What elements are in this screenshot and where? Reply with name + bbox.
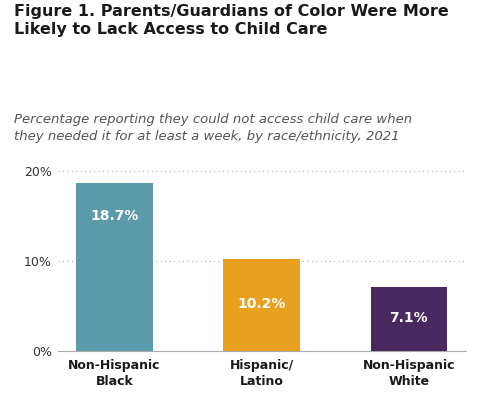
Bar <box>76 183 153 351</box>
Text: Percentage reporting they could not access child care when
they needed it for at: Percentage reporting they could not acce… <box>14 113 412 143</box>
Text: 18.7%: 18.7% <box>90 209 139 223</box>
Bar <box>223 259 300 351</box>
Text: 10.2%: 10.2% <box>238 297 286 311</box>
Text: Figure 1. Parents/Guardians of Color Were More
Likely to Lack Access to Child Ca: Figure 1. Parents/Guardians of Color Wer… <box>14 4 449 37</box>
Bar <box>371 287 447 351</box>
Text: 7.1%: 7.1% <box>389 311 428 325</box>
